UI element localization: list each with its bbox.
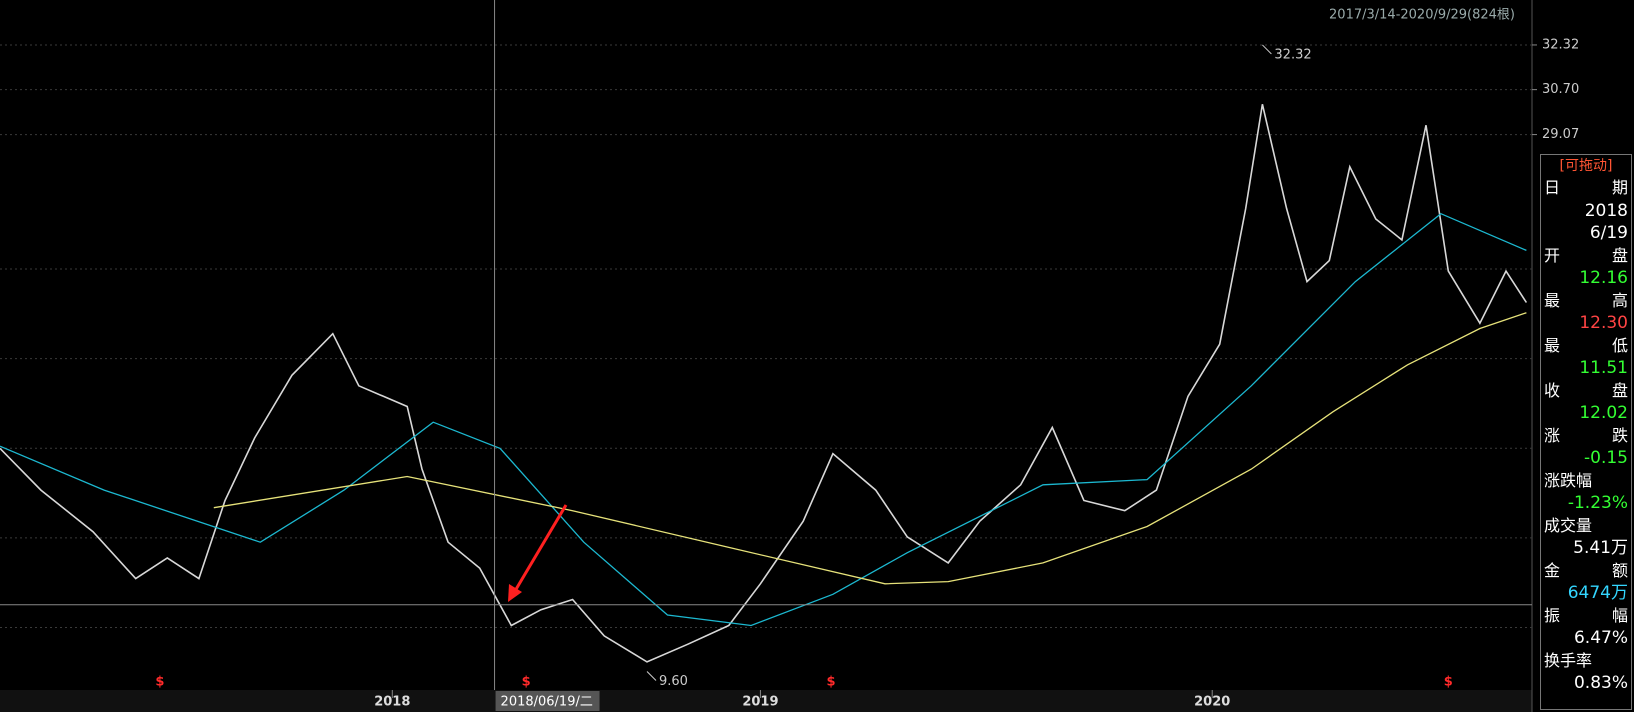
annotation-pointer	[646, 671, 657, 681]
info-value: -0.15	[1584, 448, 1628, 468]
info-label: 日期	[1544, 178, 1628, 197]
info-label: 振幅	[1544, 605, 1628, 625]
info-panel[interactable]: [可拖动] 日期 2018 6/19 开盘 12.16 最高 12.30 最低 11.51 收盘 1…	[1540, 154, 1632, 710]
info-value: 11.51	[1579, 358, 1628, 378]
y-tick-label: 29.07	[1542, 127, 1579, 142]
price-line	[0, 104, 1528, 663]
signal-marker: $	[155, 675, 164, 690]
info-value: 12.02	[1579, 403, 1628, 423]
annotation-label: 32.32	[1274, 47, 1311, 62]
annotation-label: 9.60	[659, 674, 688, 689]
info-value: 6474万	[1567, 583, 1628, 603]
info-label: 涨跌	[1544, 425, 1628, 445]
signal-marker: $	[522, 675, 531, 690]
info-value: 5.41万	[1573, 538, 1628, 558]
info-value: 12.30	[1579, 313, 1628, 333]
x-axis-bar	[0, 690, 1532, 712]
y-tick-label: 32.32	[1542, 37, 1579, 52]
info-label: 收盘	[1544, 380, 1628, 400]
arrow-head	[508, 584, 522, 602]
info-label: 最低	[1544, 335, 1628, 355]
panel-title: [可拖动]	[1559, 158, 1613, 174]
y-tick-label: 30.70	[1542, 82, 1579, 97]
info-value: -1.23%	[1567, 493, 1628, 513]
info-value: 6.47%	[1573, 628, 1628, 648]
signal-marker: $	[1444, 675, 1453, 690]
info-value: 2018	[1584, 200, 1628, 221]
x-tick-label: 2018	[374, 695, 410, 710]
info-value: 0.83%	[1573, 673, 1628, 693]
info-value: 6/19	[1589, 223, 1628, 243]
crosshair-date: 2018/06/19/二	[501, 695, 593, 710]
signal-marker: $	[827, 675, 836, 690]
red-arrow	[508, 504, 568, 602]
info-label: 最高	[1544, 290, 1628, 310]
annotation-pointer	[1262, 44, 1272, 55]
x-tick-label: 2019	[742, 695, 778, 710]
arrow-shaft	[513, 504, 568, 592]
price-line	[213, 312, 1527, 585]
info-label: 金额	[1544, 560, 1628, 580]
x-tick-label: 2020	[1194, 695, 1230, 710]
info-label: 开盘	[1544, 245, 1628, 265]
info-value: 12.16	[1579, 268, 1628, 288]
info-label: 成交量	[1544, 515, 1593, 535]
range-label: 2017/3/14-2020/9/29(824根)	[1329, 8, 1515, 23]
info-label: 换手率	[1544, 650, 1593, 670]
price-line	[0, 212, 1527, 627]
crosshair-date-box	[495, 691, 600, 711]
info-label: 涨跌幅	[1544, 470, 1593, 490]
